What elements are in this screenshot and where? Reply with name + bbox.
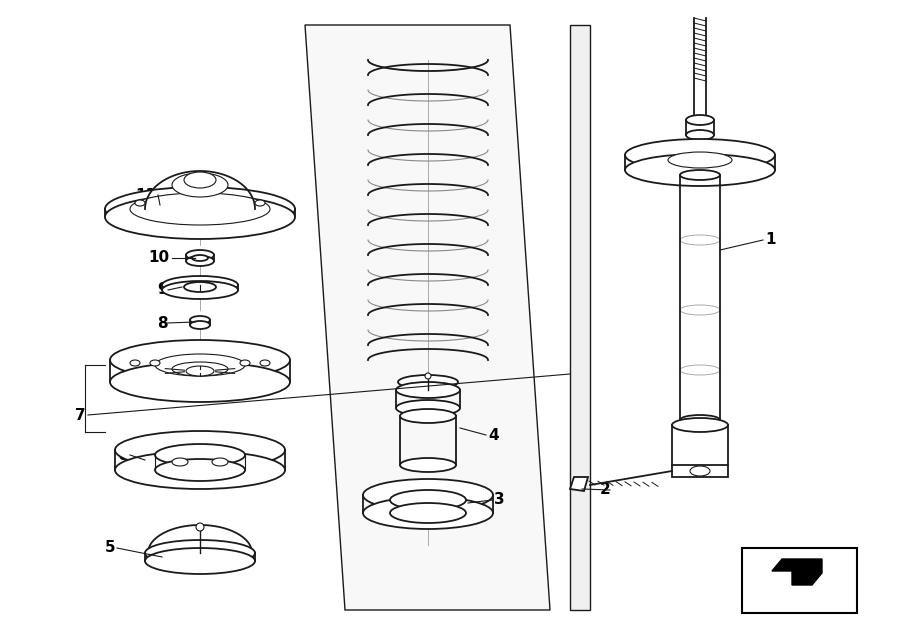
Polygon shape	[672, 465, 728, 477]
Ellipse shape	[155, 444, 245, 466]
Ellipse shape	[130, 193, 270, 225]
Ellipse shape	[363, 479, 493, 511]
Ellipse shape	[190, 321, 210, 329]
Ellipse shape	[260, 360, 270, 366]
Text: 11: 11	[135, 188, 156, 202]
Ellipse shape	[255, 200, 265, 206]
Circle shape	[196, 523, 204, 531]
Ellipse shape	[186, 366, 214, 376]
Ellipse shape	[145, 548, 255, 574]
Text: 5: 5	[105, 541, 115, 555]
Polygon shape	[305, 25, 550, 610]
Ellipse shape	[155, 354, 245, 376]
Ellipse shape	[400, 409, 456, 423]
Text: 1: 1	[765, 233, 776, 247]
Ellipse shape	[184, 282, 216, 292]
Ellipse shape	[686, 115, 714, 125]
Ellipse shape	[680, 415, 720, 425]
Ellipse shape	[212, 458, 228, 466]
Polygon shape	[570, 25, 590, 610]
Ellipse shape	[135, 200, 145, 206]
Text: 6: 6	[118, 448, 129, 462]
Ellipse shape	[150, 360, 160, 366]
Ellipse shape	[155, 459, 245, 481]
Bar	[742, 548, 857, 613]
Circle shape	[425, 373, 431, 379]
Ellipse shape	[186, 256, 214, 266]
Ellipse shape	[625, 154, 775, 186]
Ellipse shape	[686, 130, 714, 140]
Ellipse shape	[400, 458, 456, 472]
Polygon shape	[772, 559, 822, 585]
Ellipse shape	[240, 360, 250, 366]
Ellipse shape	[390, 490, 466, 510]
Text: 7: 7	[75, 408, 86, 422]
Ellipse shape	[110, 340, 290, 380]
Ellipse shape	[105, 187, 295, 231]
Ellipse shape	[396, 400, 460, 416]
Ellipse shape	[680, 170, 720, 180]
Ellipse shape	[162, 281, 238, 299]
Ellipse shape	[115, 431, 285, 469]
Ellipse shape	[668, 152, 732, 168]
Ellipse shape	[130, 360, 140, 366]
Ellipse shape	[105, 195, 295, 239]
Polygon shape	[570, 477, 588, 491]
Text: 10: 10	[148, 251, 169, 265]
Ellipse shape	[172, 362, 228, 376]
Text: 3: 3	[494, 492, 505, 508]
Ellipse shape	[396, 382, 460, 398]
Ellipse shape	[110, 362, 290, 402]
Text: 8: 8	[157, 315, 167, 331]
Ellipse shape	[672, 418, 728, 432]
Text: 9: 9	[157, 282, 167, 298]
Ellipse shape	[190, 316, 210, 324]
Ellipse shape	[192, 255, 208, 261]
Ellipse shape	[690, 466, 710, 476]
Ellipse shape	[115, 451, 285, 489]
Text: 2: 2	[600, 483, 611, 497]
Ellipse shape	[162, 276, 238, 294]
Text: 00132216: 00132216	[771, 597, 829, 609]
Ellipse shape	[625, 139, 775, 171]
Ellipse shape	[398, 375, 458, 389]
Ellipse shape	[186, 250, 214, 260]
Ellipse shape	[172, 173, 228, 197]
Ellipse shape	[390, 503, 466, 523]
Ellipse shape	[184, 172, 216, 188]
Ellipse shape	[363, 497, 493, 529]
Ellipse shape	[145, 540, 255, 566]
Text: 4: 4	[488, 427, 499, 443]
Ellipse shape	[172, 458, 188, 466]
